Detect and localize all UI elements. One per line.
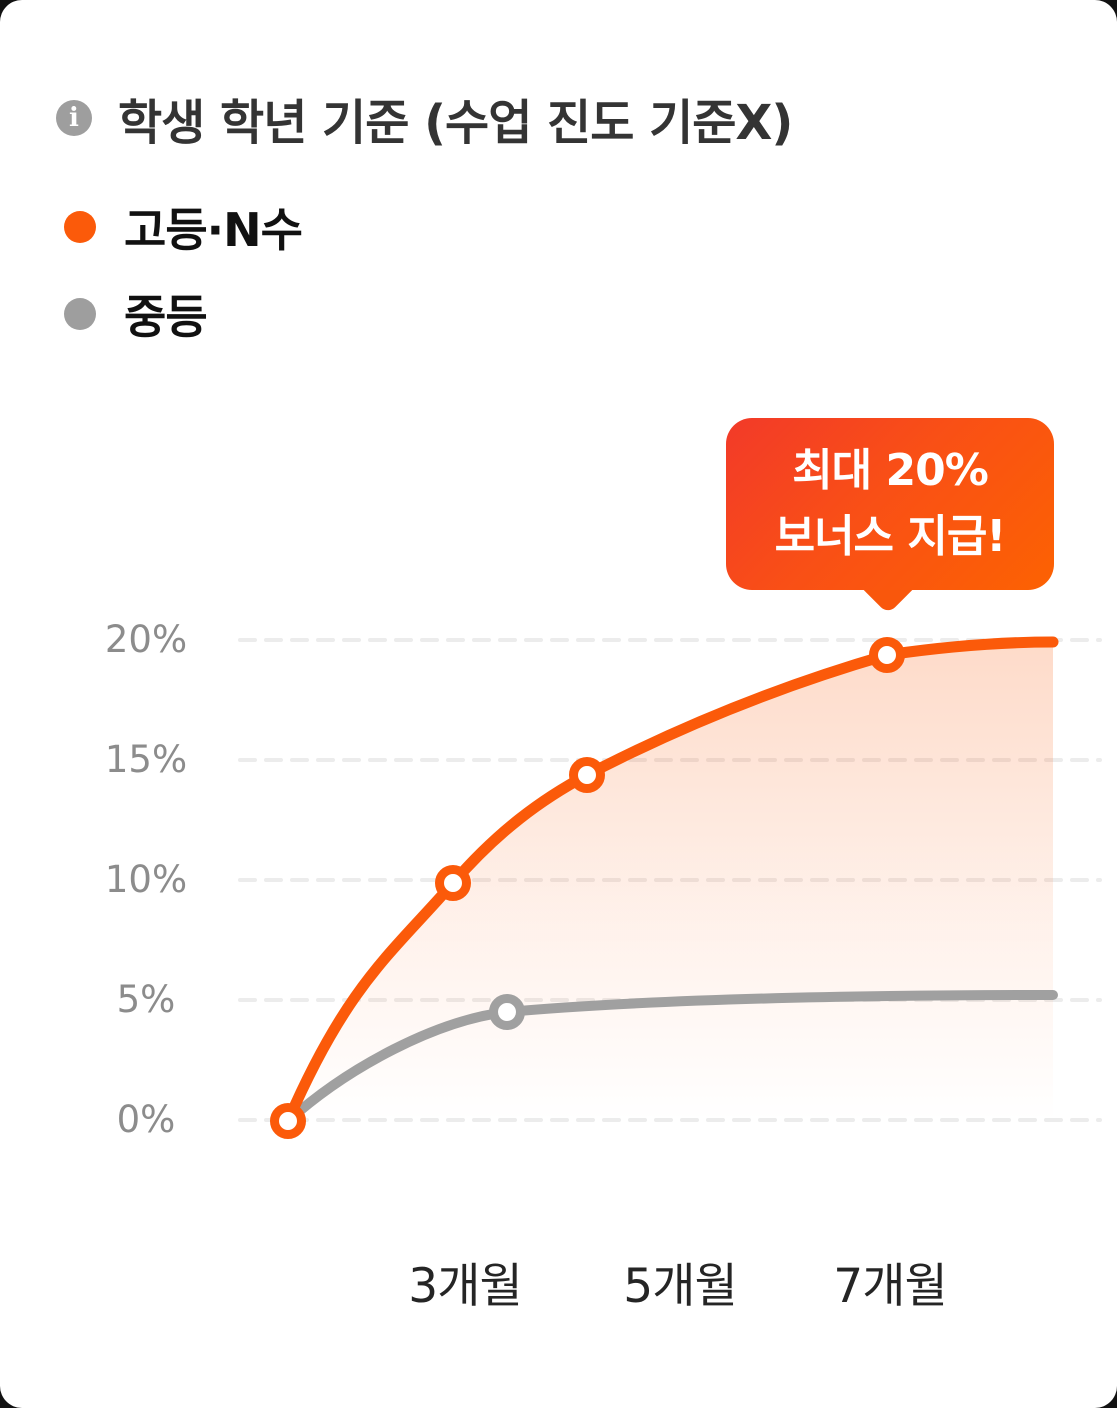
y-tick-5: 5% — [116, 978, 176, 1021]
orange-marker-5m — [569, 757, 605, 793]
x-tick-3months: 3개월 — [408, 1259, 522, 1314]
page-title: 학생 학년 기준 (수업 진도 기준X) — [118, 95, 793, 151]
y-tick-20: 20% — [104, 618, 188, 661]
x-tick-7months: 7개월 — [833, 1259, 947, 1314]
y-tick-0: 0% — [116, 1098, 176, 1141]
info-icon[interactable]: i — [56, 100, 92, 136]
legend-dot-gray-icon — [64, 298, 96, 330]
callout-line-1: 최대 20% — [792, 445, 989, 496]
header: i 학생 학년 기준 (수업 진도 기준X) — [56, 90, 793, 151]
legend-item-high-school: 고등·N수 — [64, 201, 303, 257]
y-tick-10: 10% — [104, 858, 188, 901]
x-tick-5months: 5개월 — [623, 1259, 737, 1314]
gray-series-line — [283, 990, 1058, 1126]
orange-marker-3m — [435, 865, 471, 901]
legend-label: 고등·N수 — [124, 203, 303, 257]
legend-item-middle-school: 중등 — [64, 288, 208, 344]
legend-label: 중등 — [124, 290, 208, 344]
callout-line-2: 보너스 지급! — [774, 511, 1007, 562]
y-tick-15: 15% — [104, 738, 188, 781]
bonus-callout: 최대 20% 보너스 지급! — [726, 418, 1054, 590]
orange-marker-7m — [869, 637, 905, 673]
gray-marker-3m — [489, 994, 525, 1030]
orange-markers — [270, 637, 905, 1139]
legend-dot-orange-icon — [64, 211, 96, 243]
orange-marker-0m — [270, 1103, 306, 1139]
